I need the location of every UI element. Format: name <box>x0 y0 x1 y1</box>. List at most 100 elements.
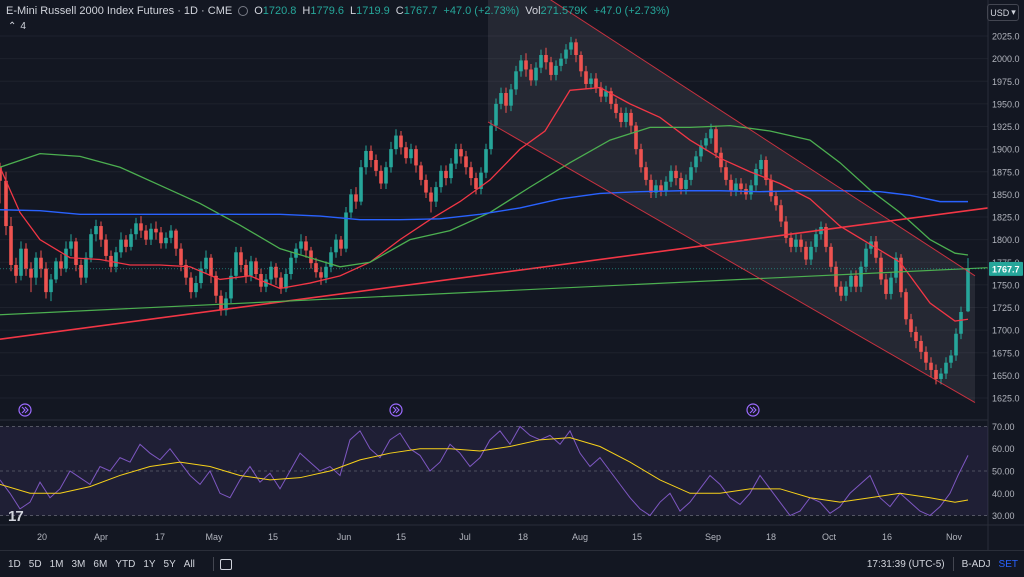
set-toggle[interactable]: SET <box>998 558 1018 570</box>
rsi-tick-label: 40.00 <box>992 489 1015 499</box>
range-button-all[interactable]: All <box>183 558 195 570</box>
event-arrows <box>392 406 400 414</box>
fast-forward-circle-icon[interactable] <box>18 403 32 417</box>
candle-body <box>119 239 123 253</box>
series-trendline-red <box>0 207 989 340</box>
candle-body <box>314 263 318 273</box>
fast-forward-circle-icon[interactable] <box>746 403 760 417</box>
candle-body <box>854 275 858 287</box>
candle <box>966 258 970 313</box>
candle-body <box>149 228 153 240</box>
candle-body <box>689 167 693 180</box>
candle <box>889 272 893 300</box>
candle <box>69 234 73 256</box>
candle-body <box>199 268 203 284</box>
price-tick-label: 1975.0 <box>992 77 1020 87</box>
candle <box>319 266 323 285</box>
candle <box>284 268 288 293</box>
candle <box>144 225 148 246</box>
candle-body <box>549 62 553 75</box>
price-tick-label: 1825.0 <box>992 213 1020 223</box>
candle <box>414 145 418 173</box>
price-chart[interactable]: 2025.0 2000.0 1975.0 1950.0 1925.0 1900.0 1875… <box>0 0 1024 550</box>
candle-body <box>704 138 708 146</box>
candle-body <box>374 159 378 171</box>
range-button-1m[interactable]: 1M <box>49 558 64 570</box>
candle <box>149 223 153 246</box>
candle <box>204 250 208 275</box>
candle-body <box>99 226 103 240</box>
candle-body <box>204 257 208 269</box>
indicators-toggle[interactable]: ⌃ 4 <box>8 21 26 32</box>
candle <box>909 313 913 338</box>
currency-selector[interactable]: USD ▾ <box>987 4 1019 21</box>
candle-body <box>329 252 333 267</box>
price-tick-label: 1925.0 <box>992 122 1020 132</box>
candle-body <box>194 283 198 293</box>
candle-body <box>619 112 623 122</box>
candle <box>159 226 163 249</box>
candle <box>769 174 773 202</box>
candle-body <box>884 279 888 294</box>
candle-body <box>639 149 643 168</box>
candle <box>199 261 203 289</box>
event-circle <box>389 403 403 417</box>
open-label: O <box>254 5 263 17</box>
range-button-3m[interactable]: 3M <box>71 558 86 570</box>
range-button-6m[interactable]: 6M <box>93 558 108 570</box>
price-tick-label: 1675.0 <box>992 348 1020 358</box>
candle <box>269 261 273 285</box>
candle-body <box>624 112 628 122</box>
candle <box>594 73 598 94</box>
candle-body <box>834 266 838 287</box>
candle <box>274 263 278 285</box>
candle <box>129 228 133 251</box>
candle <box>799 234 803 253</box>
candle-body <box>559 58 563 66</box>
candle-body <box>714 129 718 153</box>
symbol-title[interactable]: E-Mini Russell 2000 Index Futures · 1D ·… <box>6 5 233 17</box>
candle <box>544 47 548 70</box>
badj-toggle[interactable]: B-ADJ <box>961 558 991 570</box>
candle-body <box>279 277 283 289</box>
candle <box>919 335 923 360</box>
candle <box>289 252 293 280</box>
candle <box>874 236 878 264</box>
candle <box>44 262 48 299</box>
candle-body <box>434 187 438 202</box>
range-button-5d[interactable]: 5D <box>28 558 42 570</box>
symbol-header: E-Mini Russell 2000 Index Futures · 1D ·… <box>6 5 670 17</box>
candle <box>244 259 248 284</box>
candle-body <box>534 67 538 81</box>
candle-body <box>609 91 613 104</box>
range-button-1y[interactable]: 1Y <box>143 558 156 570</box>
candle-body <box>124 239 128 247</box>
range-button-ytd[interactable]: YTD <box>115 558 136 570</box>
fast-forward-circle-icon[interactable] <box>389 403 403 417</box>
candle <box>674 165 678 186</box>
range-button-1d[interactable]: 1D <box>8 558 21 570</box>
range-button-5y[interactable]: 5Y <box>163 558 176 570</box>
candle-body <box>424 179 428 193</box>
candle-body <box>839 286 843 296</box>
clock-time[interactable]: 17:31:39 (UTC-5) <box>866 558 945 570</box>
candle <box>654 179 658 198</box>
candle-body <box>249 261 253 276</box>
time-tick-label: Nov <box>946 532 963 542</box>
currency-label: USD <box>990 7 1010 18</box>
candle <box>139 216 143 238</box>
candle-body <box>859 266 863 287</box>
candle <box>824 223 828 253</box>
candle-body <box>84 257 88 278</box>
candle-body <box>159 232 163 244</box>
candle-body <box>564 49 568 59</box>
candle <box>169 225 173 244</box>
candle <box>79 259 83 285</box>
event-arrows <box>21 406 29 414</box>
candle <box>614 98 618 119</box>
time-tick-label: Apr <box>94 532 108 542</box>
calendar-icon[interactable] <box>219 558 232 570</box>
tradingview-logo-icon[interactable]: 17 <box>8 508 24 525</box>
candle <box>829 243 833 273</box>
candle-body <box>384 167 388 184</box>
